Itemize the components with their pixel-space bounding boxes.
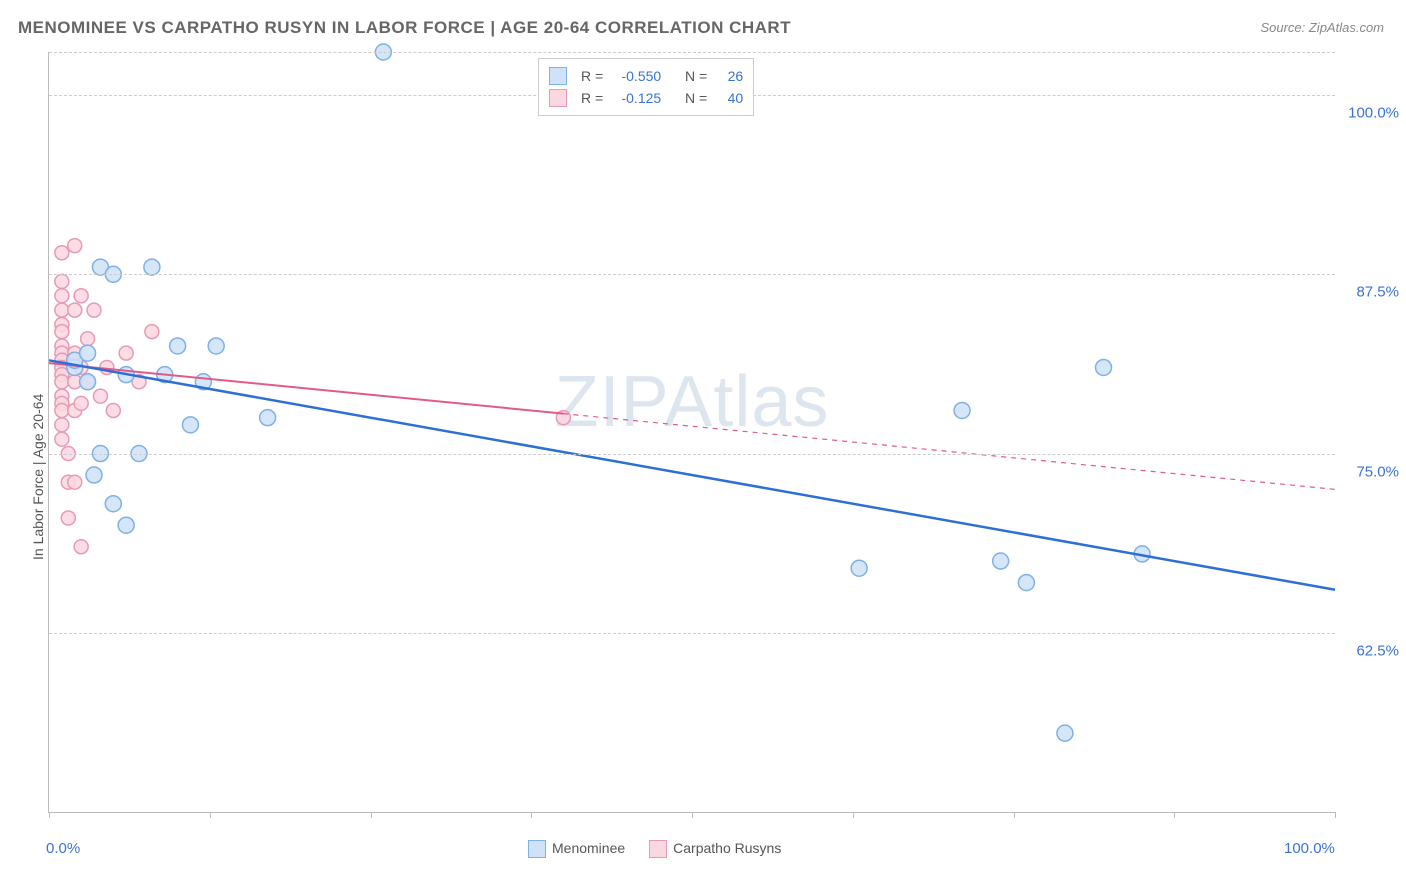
data-point — [106, 403, 120, 417]
x-tick — [692, 812, 693, 818]
source-label: Source: ZipAtlas.com — [1260, 20, 1384, 35]
series-swatch — [649, 840, 667, 858]
y-axis-label: In Labor Force | Age 20-64 — [30, 394, 46, 560]
x-tick — [1335, 812, 1336, 818]
data-point — [80, 345, 96, 361]
x-tick — [531, 812, 532, 818]
r-value: -0.125 — [611, 87, 661, 109]
data-point — [119, 346, 133, 360]
x-tick — [49, 812, 50, 818]
x-axis-max-label: 100.0% — [1284, 840, 1335, 857]
x-axis-min-label: 0.0% — [46, 840, 80, 857]
data-point — [93, 389, 107, 403]
data-point — [74, 396, 88, 410]
gridline — [49, 454, 1335, 455]
data-point — [1096, 359, 1112, 375]
data-point — [55, 418, 69, 432]
y-tick-label: 87.5% — [1339, 284, 1399, 301]
data-point — [954, 402, 970, 418]
r-value: -0.550 — [611, 65, 661, 87]
data-point — [182, 417, 198, 433]
legend-bottom: Menominee Carpatho Rusyns — [528, 840, 781, 858]
data-point — [55, 403, 69, 417]
data-point — [118, 517, 134, 533]
stats-row: R = -0.125 N = 40 — [549, 87, 743, 109]
chart-svg — [49, 52, 1335, 812]
data-point — [55, 375, 69, 389]
n-label: N = — [685, 65, 707, 87]
data-point — [851, 560, 867, 576]
stats-row: R = -0.550 N = 26 — [549, 65, 743, 87]
n-value: 26 — [715, 65, 743, 87]
data-point — [61, 511, 75, 525]
data-point — [1057, 725, 1073, 741]
series-swatch — [528, 840, 546, 858]
series-swatch — [549, 67, 567, 85]
x-tick — [853, 812, 854, 818]
legend-label: Carpatho Rusyns — [673, 840, 781, 856]
data-point — [105, 496, 121, 512]
y-tick-label: 62.5% — [1339, 642, 1399, 659]
data-point — [81, 332, 95, 346]
data-point — [55, 274, 69, 288]
legend-item: Carpatho Rusyns — [649, 840, 781, 858]
gridline — [49, 52, 1335, 53]
x-tick — [210, 812, 211, 818]
data-point — [87, 303, 101, 317]
data-point — [55, 289, 69, 303]
n-value: 40 — [715, 87, 743, 109]
legend-label: Menominee — [552, 840, 625, 856]
data-point — [170, 338, 186, 354]
series-swatch — [549, 89, 567, 107]
r-label: R = — [581, 65, 603, 87]
correlation-stats-box: R = -0.550 N = 26 R = -0.125 N = 40 — [538, 58, 754, 116]
r-label: R = — [581, 87, 603, 109]
y-tick-label: 75.0% — [1339, 463, 1399, 480]
x-tick — [371, 812, 372, 818]
data-point — [260, 410, 276, 426]
gridline — [49, 633, 1335, 634]
data-point — [55, 246, 69, 260]
data-point — [68, 303, 82, 317]
n-label: N = — [685, 87, 707, 109]
data-point — [55, 325, 69, 339]
data-point — [68, 475, 82, 489]
x-tick — [1174, 812, 1175, 818]
chart-plot-area: ZIPAtlas 62.5%75.0%87.5%100.0% — [48, 52, 1335, 813]
data-point — [208, 338, 224, 354]
x-tick — [1014, 812, 1015, 818]
data-point — [144, 259, 160, 275]
data-point — [55, 303, 69, 317]
data-point — [145, 325, 159, 339]
data-point — [68, 239, 82, 253]
regression-line — [49, 360, 1335, 589]
data-point — [74, 289, 88, 303]
data-point — [80, 374, 96, 390]
regression-line-extrapolated — [563, 414, 1335, 490]
data-point — [86, 467, 102, 483]
data-point — [74, 540, 88, 554]
data-point — [55, 432, 69, 446]
data-point — [993, 553, 1009, 569]
y-tick-label: 100.0% — [1339, 105, 1399, 122]
data-point — [1018, 575, 1034, 591]
gridline — [49, 274, 1335, 275]
legend-item: Menominee — [528, 840, 625, 858]
page-title: MENOMINEE VS CARPATHO RUSYN IN LABOR FOR… — [18, 18, 791, 38]
